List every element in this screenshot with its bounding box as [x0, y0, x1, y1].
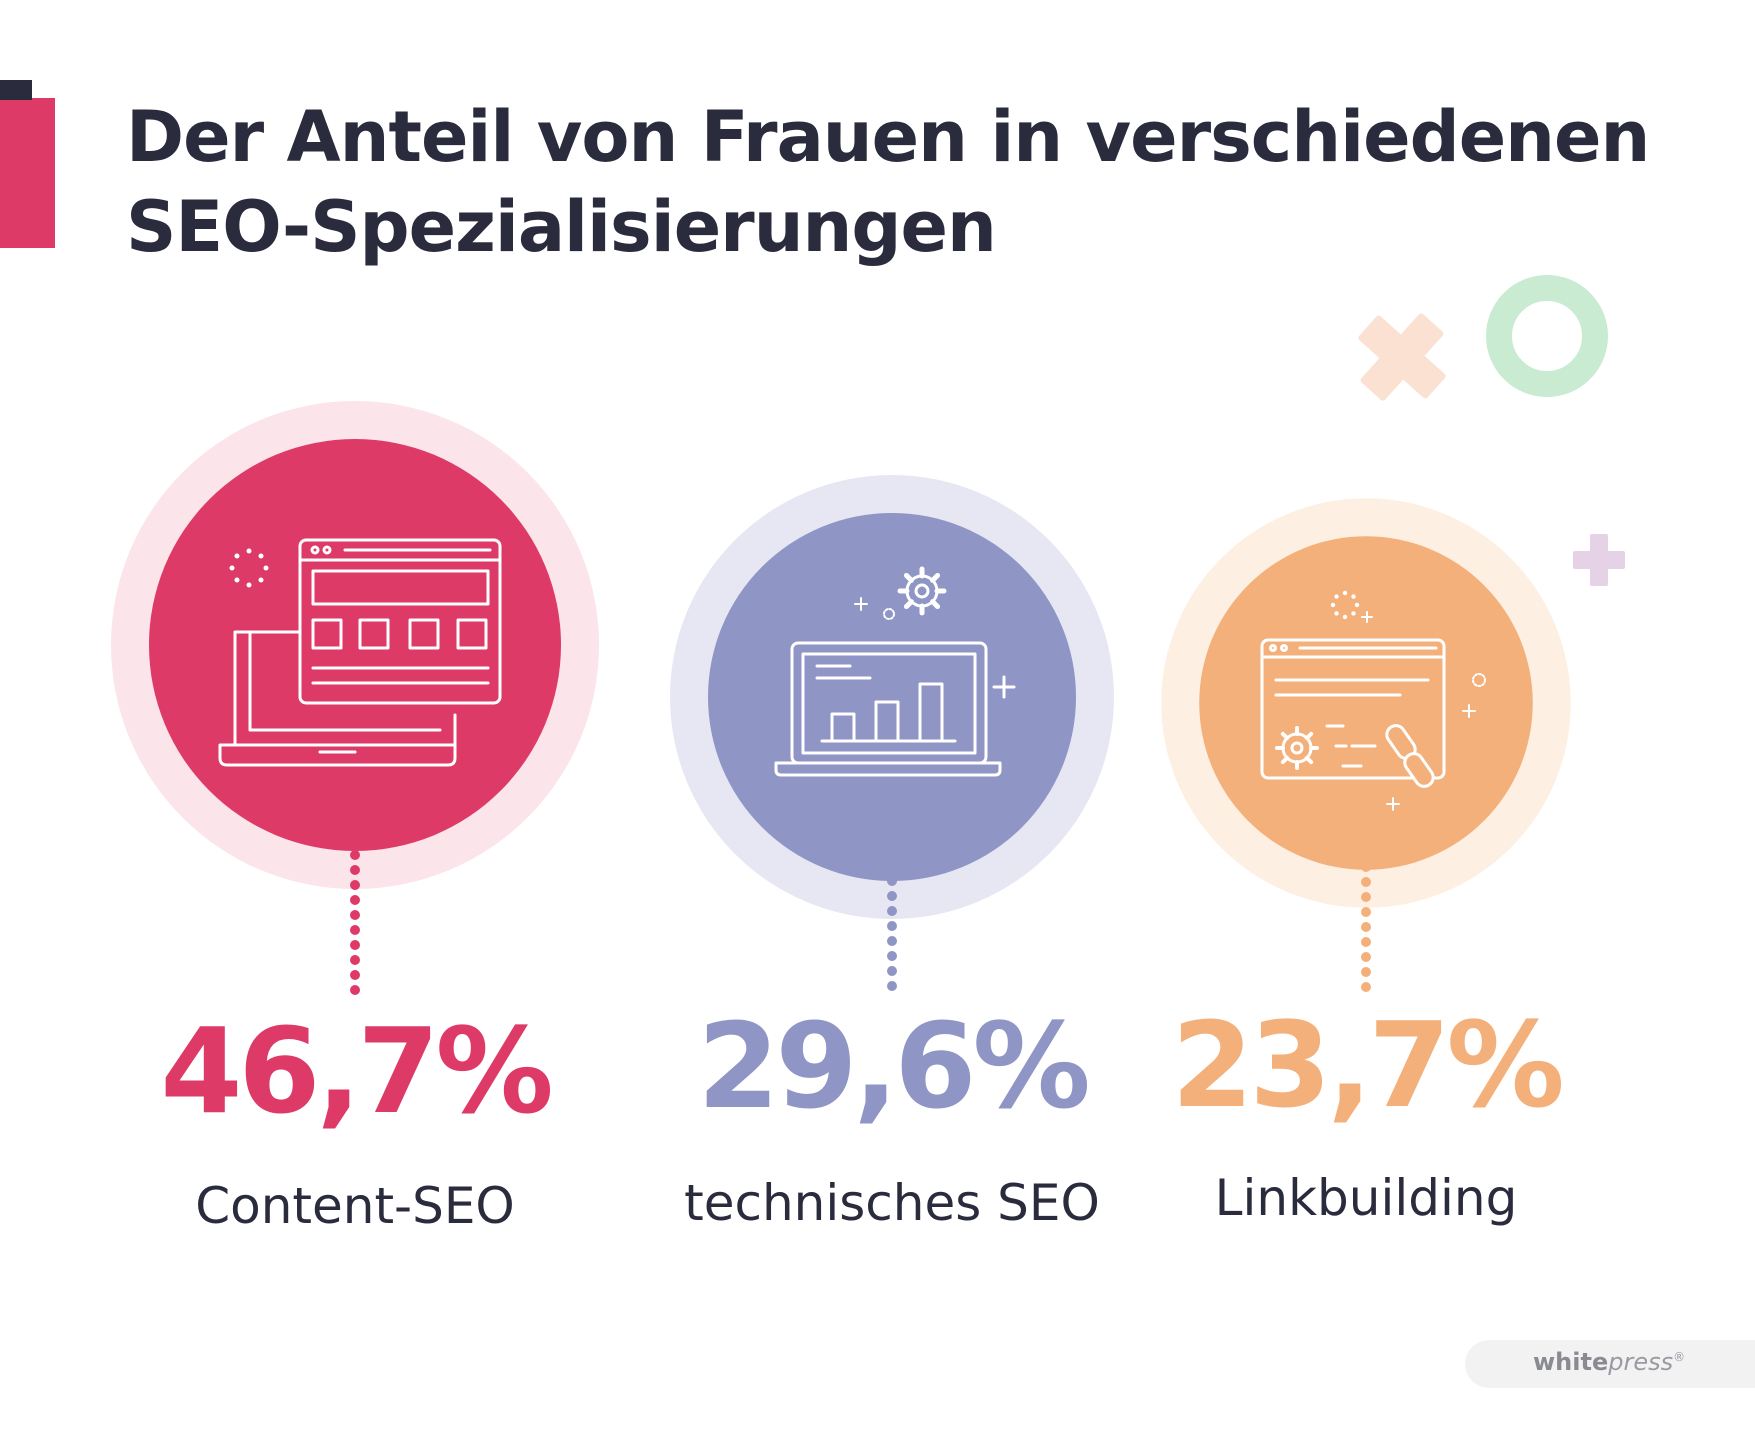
leader-dots-2	[1361, 862, 1371, 992]
title-accent-bar	[0, 98, 55, 248]
decorative-cross-lilac	[1573, 534, 1625, 586]
bubble-2	[1199, 536, 1533, 870]
website-layout-on-laptop-icon	[218, 538, 502, 767]
value-label-2: 23,7%	[1171, 996, 1561, 1134]
page-title: Der Anteil von Frauen in verschiedenen S…	[126, 92, 1686, 272]
leader-dots-1	[887, 861, 897, 991]
brand-logo: whitepress®	[1533, 1348, 1686, 1376]
laptop-bar-chart-gear-icon	[774, 566, 1016, 777]
leader-dots-0	[350, 850, 360, 995]
decorative-cross-peach	[1358, 313, 1446, 401]
decorative-ring-green	[1486, 275, 1608, 397]
category-label-2: Linkbuilding	[1215, 1169, 1518, 1227]
value-label-1: 29,6%	[697, 997, 1087, 1135]
title-line-1: Der Anteil von Frauen in verschiedenen	[126, 96, 1650, 178]
browser-gear-link-icon	[1260, 590, 1486, 811]
category-label-1: technisches SEO	[684, 1174, 1100, 1232]
brand-badge	[1465, 1340, 1755, 1388]
category-label-0: Content-SEO	[195, 1177, 515, 1235]
bubble-1	[707, 512, 1077, 882]
title-accent-bar-dark	[0, 80, 32, 100]
bubble-0	[149, 439, 561, 851]
title-line-2: SEO-Spezialisierungen	[126, 186, 997, 268]
value-label-0: 46,7%	[160, 1002, 550, 1140]
